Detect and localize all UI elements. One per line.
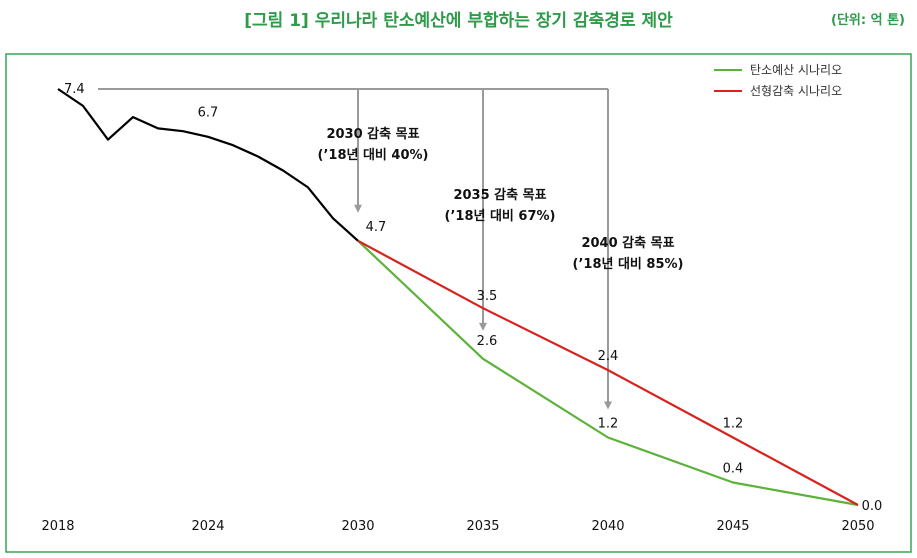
series-line-1 (357, 240, 859, 507)
chart-frame (5, 53, 912, 553)
series-line-0 (57, 88, 359, 242)
unit-label: (단위: 억 톤) (831, 13, 905, 28)
data-label-3: 3.5 (477, 289, 498, 304)
legend-label-1: 선형감축 시나리오 (750, 84, 842, 98)
target-annotations: 2030 감축 목표 (’18년 대비 40%) 2035 감축 목표 (’18년 대… (318, 126, 684, 272)
x-tick-label-0: 2018 (41, 519, 74, 534)
annotation-subtitle-3: (’18년 대비 85%) (573, 257, 684, 272)
data-labels: 7.4 6.7 4.7 3.5 2.6 2.4 1.2 1.2 0.4 0.0 (64, 82, 882, 514)
x-tick-label-2: 2030 (341, 519, 374, 534)
series-lines (57, 88, 859, 507)
data-label-0: 7.4 (64, 82, 85, 97)
annotation-title-1: 2030 감축 목표 (326, 126, 419, 142)
annotation-title-3: 2040 감축 목표 (581, 235, 674, 251)
annotation-subtitle-2: (’18년 대비 67%) (445, 209, 556, 224)
x-tick-label-4: 2040 (591, 519, 624, 534)
x-tick-label-3: 2035 (466, 519, 499, 534)
target-arrow-head-1 (354, 204, 362, 213)
data-label-9: 0.0 (862, 499, 883, 514)
legend-label-0: 탄소예산 시나리오 (750, 63, 842, 77)
data-label-6: 1.2 (598, 417, 619, 432)
series-line-2 (357, 239, 859, 506)
x-tick-label-6: 2050 (841, 519, 874, 534)
figure-title: [그림 1] 우리나라 탄소예산에 부합하는 장기 감축경로 제안 (244, 11, 673, 31)
annotation-subtitle-1: (’18년 대비 40%) (318, 148, 429, 163)
data-label-7: 1.2 (723, 417, 744, 432)
x-tick-label-5: 2045 (716, 519, 749, 534)
data-label-1: 6.7 (198, 105, 219, 120)
annotation-title-2: 2035 감축 목표 (453, 187, 546, 203)
target-arrow-head-3 (604, 401, 612, 410)
data-label-5: 2.4 (598, 349, 619, 364)
x-axis-ticks: 2018 2024 2030 2035 2040 2045 2050 (41, 519, 874, 534)
data-label-2: 4.7 (366, 220, 387, 235)
data-label-4: 2.6 (477, 334, 498, 349)
x-tick-label-1: 2024 (191, 519, 224, 534)
target-arrows (98, 88, 612, 410)
target-arrow-head-2 (479, 322, 487, 331)
data-label-8: 0.4 (723, 462, 744, 477)
